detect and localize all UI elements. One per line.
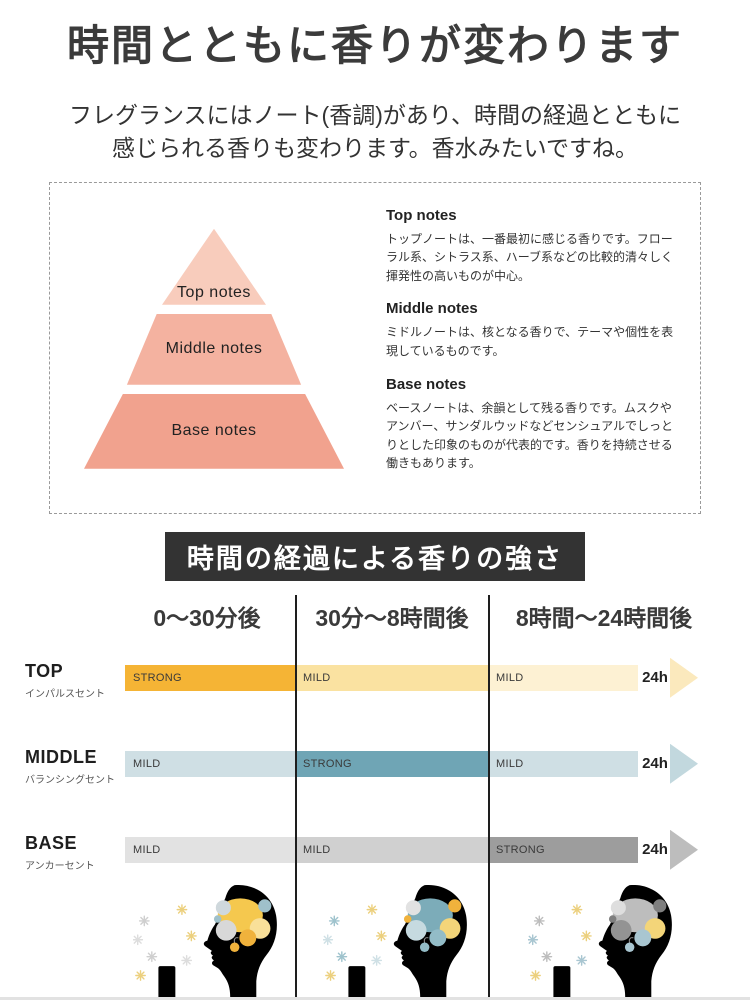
bar-segment: MILD xyxy=(488,664,638,691)
column-divider-1 xyxy=(295,594,297,997)
segment-label: STRONG xyxy=(133,671,182,684)
strength-row-base: BASE アンカーセント MILD MILD STRONG 24h xyxy=(0,829,750,873)
head-illustration-3 xyxy=(528,884,673,997)
strength-row-middle: MIDDLE バランシングセント MILD STRONG MILD 24h xyxy=(0,743,750,787)
notes-descriptions: Top notes トップノートは、一番最初に感じる香りです。フローラル系、シト… xyxy=(370,205,684,493)
segment-label: MILD xyxy=(496,671,524,684)
row-middle-subname: バランシングセント xyxy=(25,774,115,786)
notes-pyramid: Top notes Middle notes Base notes xyxy=(84,228,344,469)
subtitle-line-2: 感じられる香りも変わります。香水みたいですね。 xyxy=(111,135,638,162)
strength-banner-title: 時間の経過による香りの強さ xyxy=(164,531,586,581)
time-column-1: 0〜30分後 xyxy=(153,604,261,631)
brain-icon xyxy=(213,898,272,952)
pyramid-level-top: Top notes xyxy=(162,228,266,305)
note-middle-desc: ミドルノートは、核となる香りで、テーマや個性を表現しているものです。 xyxy=(386,325,674,359)
end-time-label: 24h xyxy=(642,669,668,687)
segment-label: MILD xyxy=(496,757,524,770)
row-middle-bar: MILD STRONG MILD 24h xyxy=(125,743,698,784)
note-base-desc: ベースノートは、余韻として残る香りです。ムスクやアンバー、サンダルウッドなどセン… xyxy=(386,400,674,471)
brain-icon xyxy=(403,898,462,952)
head-illustration-1 xyxy=(133,884,278,997)
segment-label: MILD xyxy=(133,757,161,770)
end-time-label: 24h xyxy=(642,841,668,859)
arrow-right-icon xyxy=(670,743,698,784)
time-column-2: 30分〜8時間後 xyxy=(315,604,469,631)
row-top-subname: インパルスセント xyxy=(25,688,105,700)
subtitle: フレグランスにはノート(香調)があり、時間の経過とともに 感じられる香りも変わり… xyxy=(0,99,750,166)
segment-label: STRONG xyxy=(303,757,352,770)
fragrance-notes-box: Top notes Middle notes Base notes Top no… xyxy=(49,181,701,514)
head-outline xyxy=(140,884,278,997)
bar-segment: MILD xyxy=(295,664,488,691)
strength-timeline: 0〜30分後 30分〜8時間後 8時間〜24時間後 TOP インパルスセント S… xyxy=(0,581,750,997)
note-top-desc: トップノートは、一番最初に感じる香りです。フローラル系、シトラス系、ハーブ系など… xyxy=(386,231,674,283)
end-time-label: 24h xyxy=(642,755,668,773)
bar-segment: STRONG xyxy=(295,750,488,777)
note-base-heading: Base notes xyxy=(386,375,467,393)
bar-segment: MILD xyxy=(488,750,638,777)
segment-label: MILD xyxy=(303,843,331,856)
row-base-name: BASE xyxy=(25,832,78,853)
time-column-3: 8時間〜24時間後 xyxy=(515,604,693,631)
subtitle-line-1: フレグランスにはノート(香調)があり、時間の経過とともに xyxy=(69,102,681,128)
pyramid-level-middle: Middle notes xyxy=(126,313,302,385)
bar-segment: MILD xyxy=(125,836,295,863)
row-base-label: BASE アンカーセント xyxy=(25,833,95,872)
row-base-bar: MILD MILD STRONG 24h xyxy=(125,829,698,870)
note-top: Top notes トップノートは、一番最初に感じる香りです。フローラル系、シト… xyxy=(386,207,680,286)
pyramid-column: Top notes Middle notes Base notes xyxy=(58,205,370,493)
column-divider-2 xyxy=(488,594,490,997)
row-top-label: TOP インパルスセント xyxy=(25,661,105,700)
bar-segment: MILD xyxy=(295,836,488,863)
row-base-subname: アンカーセント xyxy=(25,860,95,872)
pyramid-level-middle-label: Middle notes xyxy=(165,340,263,358)
head-illustration-2 xyxy=(323,884,468,997)
arrow-right-icon xyxy=(670,829,698,870)
row-top-bar: STRONG MILD MILD 24h xyxy=(125,657,698,698)
note-base: Base notes ベースノートは、余韻として残る香りです。ムスクやアンバー、… xyxy=(386,376,680,473)
note-middle-heading: Middle notes xyxy=(386,300,478,318)
strength-row-top: TOP インパルスセント STRONG MILD MILD 24h xyxy=(0,657,750,701)
banner-wrap: 時間の経過による香りの強さ xyxy=(0,531,750,581)
pyramid-level-base: Base notes xyxy=(84,393,344,469)
bar-segment: MILD xyxy=(125,750,295,777)
segment-label: STRONG xyxy=(496,843,545,856)
page-title: 時間とともに香りが変わります xyxy=(66,22,683,69)
head-outline xyxy=(535,884,673,997)
note-top-heading: Top notes xyxy=(386,206,457,224)
segment-label: MILD xyxy=(133,843,161,856)
row-middle-name: MIDDLE xyxy=(25,746,97,767)
segment-label: MILD xyxy=(303,671,331,684)
row-top-name: TOP xyxy=(25,660,64,681)
bar-segment: STRONG xyxy=(125,664,295,691)
head-outline xyxy=(330,884,468,997)
brain-icon xyxy=(608,898,667,952)
arrow-right-icon xyxy=(670,657,698,698)
pyramid-level-top-label: Top notes xyxy=(177,283,251,301)
row-middle-label: MIDDLE バランシングセント xyxy=(25,747,115,786)
bar-segment: STRONG xyxy=(488,836,638,863)
pyramid-level-base-label: Base notes xyxy=(171,422,257,440)
note-middle: Middle notes ミドルノートは、核となる香りで、テーマや個性を表現して… xyxy=(386,300,680,360)
